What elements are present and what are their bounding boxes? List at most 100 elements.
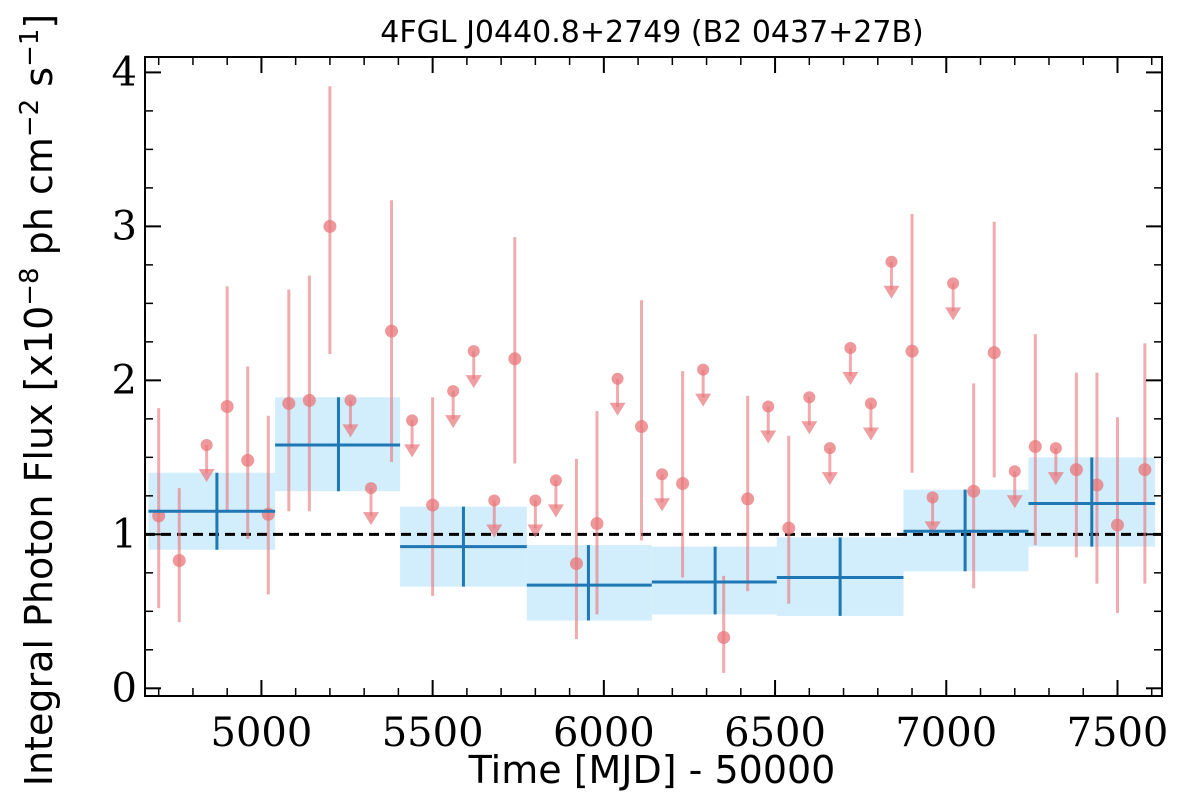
- upper-limit-marker-2: [365, 482, 377, 495]
- data-point-9: [426, 397, 440, 596]
- data-point-marker-6: [302, 393, 316, 407]
- data-point-marker-9: [426, 498, 440, 512]
- x-tick-label-4: 7000: [895, 710, 997, 756]
- upper-limit-marker-3: [406, 414, 419, 427]
- upper-limit-arrow-21: [1047, 472, 1064, 486]
- upper-limit-marker-5: [467, 345, 480, 358]
- bin-marker-1: [275, 397, 401, 492]
- data-point-marker-15: [717, 630, 731, 644]
- bin-marker-2: [400, 506, 527, 587]
- upper-limit-marker-15: [844, 342, 857, 355]
- data-point-10: [508, 237, 522, 464]
- upper-limit-arrow-19: [945, 307, 962, 321]
- data-point-24: [1110, 417, 1124, 613]
- data-point-marker-19: [967, 484, 981, 498]
- bin-marker-6: [903, 489, 1029, 572]
- bin-marker-7: [1028, 457, 1156, 547]
- y-tick-label-2: 2: [112, 357, 137, 403]
- upper-limit-marker-11: [697, 363, 710, 376]
- data-point-11: [569, 458, 583, 640]
- upper-limit-marker-14: [823, 442, 836, 455]
- upper-limit-14: [821, 442, 838, 486]
- data-point-23: [1090, 372, 1104, 584]
- upper-limit-marker-19: [947, 277, 960, 290]
- data-point-marker-1: [172, 554, 186, 568]
- data-point-17: [782, 435, 796, 604]
- bin-marker-4: [651, 546, 777, 615]
- upper-limit-3: [404, 414, 421, 458]
- y-tick-label-4: 4: [112, 49, 137, 95]
- upper-limit-marker-20: [1008, 465, 1021, 478]
- upper-limit-9: [609, 372, 626, 416]
- bin-marker-3: [526, 545, 652, 621]
- upper-limit-4: [445, 385, 462, 429]
- data-point-2: [220, 286, 234, 512]
- bin-marker-5: [776, 537, 904, 616]
- data-point-marker-24: [1110, 518, 1124, 532]
- data-point-marker-12: [590, 517, 604, 531]
- upper-limit-arrow-4: [445, 415, 462, 429]
- y-axis-label: Integral Photon Flux [x10−8 ph cm−2 s−1]: [15, 14, 61, 787]
- chart-title: 4FGL J0440.8+2749 (B2 0437+27B): [380, 15, 924, 50]
- data-point-marker-8: [385, 324, 399, 338]
- data-point-marker-16: [741, 492, 755, 506]
- upper-limit-arrow-8: [547, 504, 564, 518]
- data-point-20: [987, 221, 1001, 478]
- x-tick-label-0: 5000: [211, 710, 313, 756]
- upper-limit-0: [198, 439, 215, 483]
- upper-limit-marker-8: [549, 474, 562, 487]
- upper-limit-8: [547, 474, 564, 518]
- data-point-marker-14: [676, 477, 690, 491]
- data-point-18: [905, 214, 919, 473]
- upper-limit-arrow-3: [404, 444, 421, 458]
- upper-limit-17: [883, 255, 900, 299]
- upper-limit-marker-0: [200, 439, 213, 452]
- upper-limit-arrow-12: [760, 430, 777, 444]
- data-point-marker-10: [508, 352, 522, 366]
- upper-limit-10: [654, 468, 671, 512]
- data-points: [152, 86, 1152, 673]
- data-point-marker-5: [282, 396, 296, 410]
- upper-limit-arrow-17: [883, 285, 900, 299]
- upper-limits: [198, 255, 1064, 538]
- data-point-13: [635, 300, 649, 541]
- data-point-marker-2: [220, 400, 234, 414]
- upper-limit-marker-17: [885, 255, 898, 268]
- data-point-marker-7: [323, 219, 337, 233]
- data-point-marker-23: [1090, 478, 1104, 492]
- x-tick-label-5: 7500: [1067, 710, 1169, 756]
- y-tick-label-3: 3: [112, 203, 137, 249]
- data-point-15: [717, 575, 731, 673]
- x-tick-label-1: 5500: [382, 710, 484, 756]
- data-point-6: [302, 275, 316, 512]
- upper-limit-arrow-14: [821, 472, 838, 486]
- upper-limit-arrow-7: [527, 524, 544, 538]
- x-tick-label-2: 6000: [553, 710, 655, 756]
- y-axis-label-exp3: −1: [15, 29, 45, 67]
- data-point-7: [323, 86, 337, 355]
- data-point-marker-11: [569, 557, 583, 571]
- y-axis-label-exp2: −2: [15, 99, 45, 137]
- upper-limit-marker-18: [926, 491, 939, 504]
- upper-limit-11: [695, 363, 712, 407]
- bin-marker-0: [148, 472, 276, 550]
- data-point-marker-25: [1138, 463, 1152, 477]
- upper-limit-marker-10: [656, 468, 669, 481]
- upper-limit-marker-4: [447, 385, 460, 398]
- upper-limit-marker-12: [762, 400, 775, 413]
- data-point-12: [590, 411, 604, 615]
- upper-limit-18: [924, 491, 941, 535]
- data-point-marker-3: [241, 453, 255, 467]
- upper-limit-marker-9: [611, 372, 624, 385]
- upper-limit-6: [486, 494, 503, 538]
- upper-limit-5: [465, 345, 482, 389]
- data-point-21: [1028, 334, 1042, 546]
- upper-limit-13: [801, 391, 818, 435]
- upper-limit-marker-13: [803, 391, 816, 404]
- data-point-marker-18: [905, 344, 919, 358]
- upper-limit-7: [527, 494, 544, 538]
- upper-limit-arrow-16: [862, 427, 879, 441]
- upper-limit-marker-16: [864, 397, 877, 410]
- y-axis-label-exp1: −8: [15, 267, 45, 305]
- data-point-marker-13: [635, 420, 649, 434]
